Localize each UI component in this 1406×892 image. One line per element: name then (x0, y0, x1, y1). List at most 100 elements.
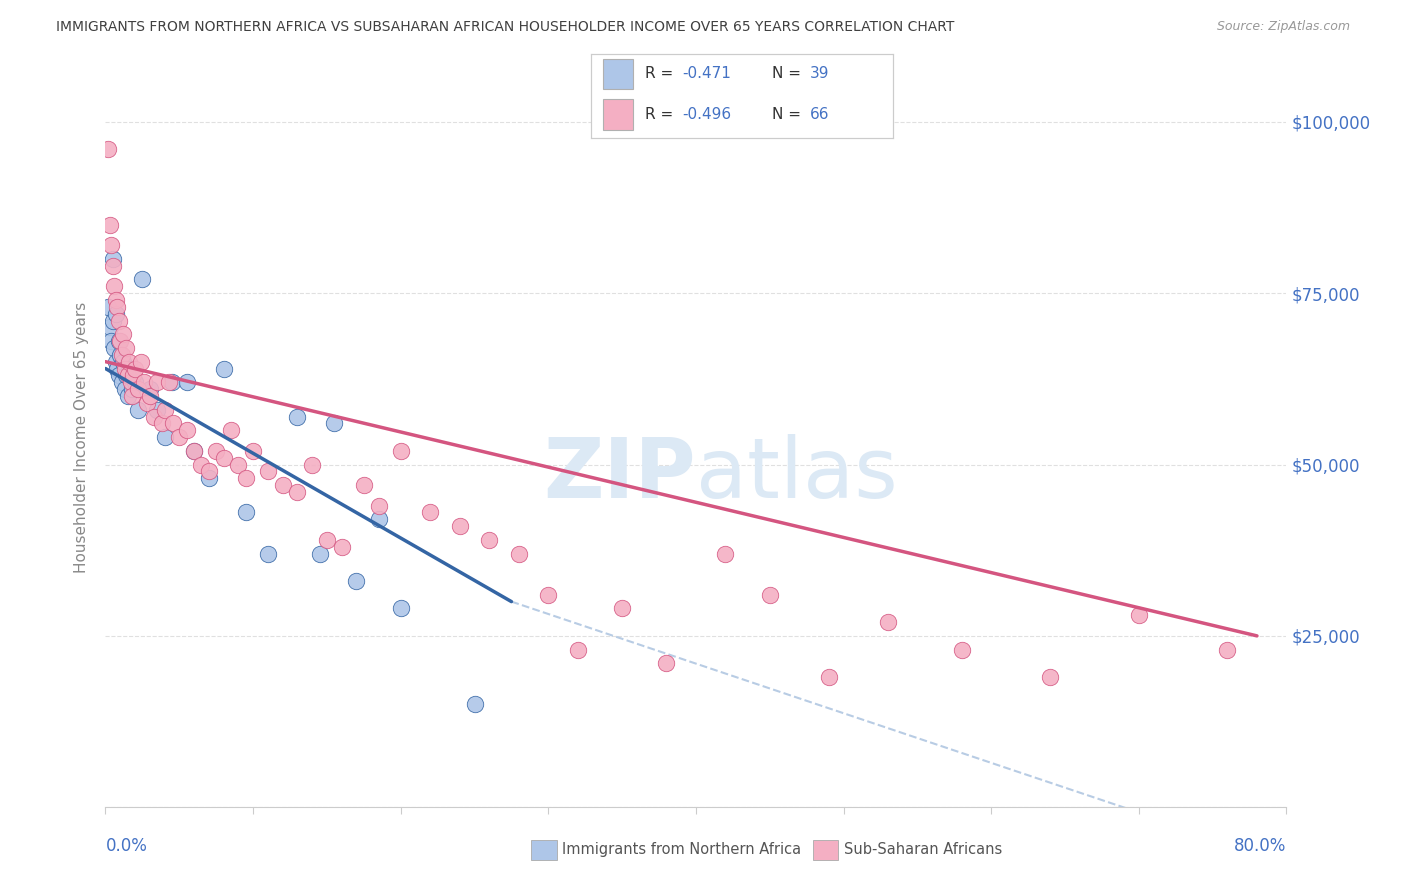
Text: R =: R = (645, 107, 678, 122)
Point (97, 300, 120, 314)
Point (197, 464, 219, 478)
Point (610, 601, 633, 615)
Bar (603, 99, 633, 130)
Y-axis label: Householder Income Over 65 years: Householder Income Over 65 years (75, 301, 90, 573)
Point (389, 443, 412, 458)
Point (877, 615, 900, 630)
Point (257, 547, 280, 561)
Point (124, 376, 146, 390)
Point (111, 348, 134, 362)
Point (567, 642, 589, 657)
Text: 80.0%: 80.0% (1234, 837, 1286, 855)
Point (478, 533, 501, 547)
Point (103, 341, 125, 355)
Point (389, 601, 412, 615)
Point (212, 361, 235, 376)
Point (228, 458, 250, 472)
Point (115, 341, 138, 355)
Text: Immigrants from Northern Africa: Immigrants from Northern Africa (562, 842, 801, 856)
Point (127, 402, 149, 417)
Point (107, 313, 129, 327)
Point (138, 389, 162, 403)
Point (759, 588, 782, 602)
Text: IMMIGRANTS FROM NORTHERN AFRICA VS SUBSAHARAN AFRICAN HOUSEHOLDER INCOME OVER 65: IMMIGRANTS FROM NORTHERN AFRICA VS SUBSA… (56, 20, 955, 34)
Point (105, 300, 128, 314)
Point (117, 368, 139, 383)
Point (112, 327, 135, 342)
Point (323, 417, 346, 431)
Text: N =: N = (772, 107, 806, 122)
Point (353, 478, 375, 492)
Point (242, 443, 264, 458)
Point (1216, 642, 1239, 657)
Point (315, 533, 337, 547)
Point (197, 471, 219, 485)
Bar (603, 59, 633, 89)
Point (115, 368, 138, 383)
Text: 66: 66 (810, 107, 830, 122)
Point (98, 320, 121, 334)
Point (101, 313, 124, 327)
Point (104, 307, 127, 321)
Point (98, 218, 121, 232)
Point (235, 506, 257, 520)
Point (110, 348, 132, 362)
Point (301, 458, 323, 472)
Point (114, 382, 136, 396)
Point (146, 402, 169, 417)
Point (111, 376, 134, 390)
Point (205, 443, 228, 458)
Text: N =: N = (772, 66, 806, 81)
Point (118, 354, 141, 368)
Point (131, 272, 153, 286)
Point (1039, 670, 1062, 684)
Point (101, 252, 124, 266)
Point (150, 417, 173, 431)
Point (157, 376, 180, 390)
Point (107, 368, 129, 383)
Point (160, 376, 183, 390)
Text: 0.0%: 0.0% (105, 837, 148, 855)
Point (153, 402, 176, 417)
Text: atlas: atlas (696, 434, 897, 515)
Point (1128, 608, 1150, 623)
Text: 39: 39 (810, 66, 830, 81)
Point (105, 361, 128, 376)
Text: Sub-Saharan Africans: Sub-Saharan Africans (844, 842, 1002, 856)
Point (100, 334, 122, 348)
Point (714, 547, 737, 561)
Point (135, 396, 157, 410)
Point (143, 409, 166, 424)
Text: R =: R = (645, 66, 678, 81)
Point (110, 334, 132, 348)
Point (537, 588, 560, 602)
Point (176, 423, 198, 437)
Point (287, 484, 309, 499)
Point (655, 657, 678, 671)
Point (114, 361, 136, 376)
Text: -0.471: -0.471 (683, 66, 731, 81)
Point (183, 443, 205, 458)
Point (112, 354, 135, 368)
Point (287, 409, 309, 424)
Point (100, 238, 122, 252)
Point (138, 382, 162, 396)
Point (162, 417, 184, 431)
Point (153, 430, 176, 444)
Text: Source: ZipAtlas.com: Source: ZipAtlas.com (1216, 20, 1350, 33)
Point (146, 376, 169, 390)
Point (104, 354, 127, 368)
Point (122, 368, 145, 383)
Point (97, 142, 120, 156)
Point (120, 376, 142, 390)
Point (419, 506, 441, 520)
Point (271, 478, 294, 492)
Point (118, 361, 141, 376)
Point (107, 334, 129, 348)
Point (103, 279, 125, 293)
Point (129, 354, 152, 368)
Point (121, 382, 143, 396)
Point (464, 698, 486, 712)
Point (950, 642, 973, 657)
Point (818, 670, 841, 684)
